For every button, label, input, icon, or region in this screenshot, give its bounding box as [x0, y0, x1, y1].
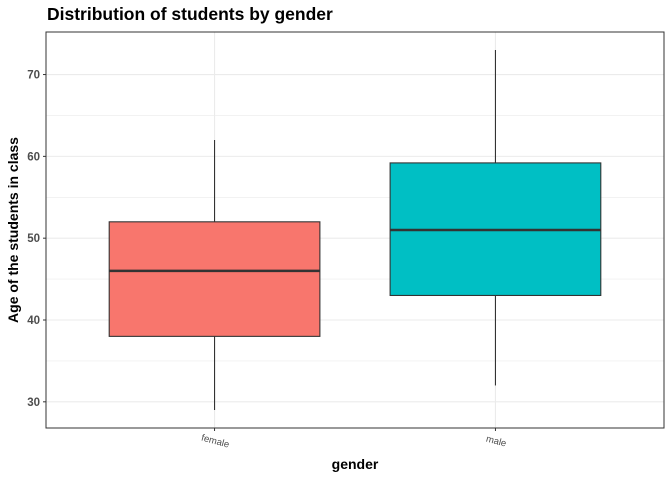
- x-tick-label: female: [200, 433, 230, 451]
- box-female: [108, 140, 321, 410]
- x-tick-label: male: [485, 434, 508, 450]
- plot-panel-border: [45, 31, 665, 429]
- y-tick-label: 50: [27, 233, 40, 245]
- boxes-layer: [108, 50, 602, 410]
- x-axis-title: gender: [332, 456, 379, 472]
- box-male: [389, 50, 602, 386]
- y-axis-ticks: 30 40 50 60 70: [27, 70, 46, 409]
- y-tick-label: 30: [27, 397, 40, 409]
- x-axis-ticks: female male: [200, 428, 507, 451]
- chart-title: Distribution of students by gender: [47, 4, 333, 24]
- y-tick-label: 70: [27, 70, 40, 82]
- y-tick-label: 40: [27, 315, 40, 327]
- y-axis-title: Age of the students in class: [5, 137, 21, 323]
- box-iqr: [108, 221, 321, 337]
- y-tick-label: 60: [27, 151, 40, 163]
